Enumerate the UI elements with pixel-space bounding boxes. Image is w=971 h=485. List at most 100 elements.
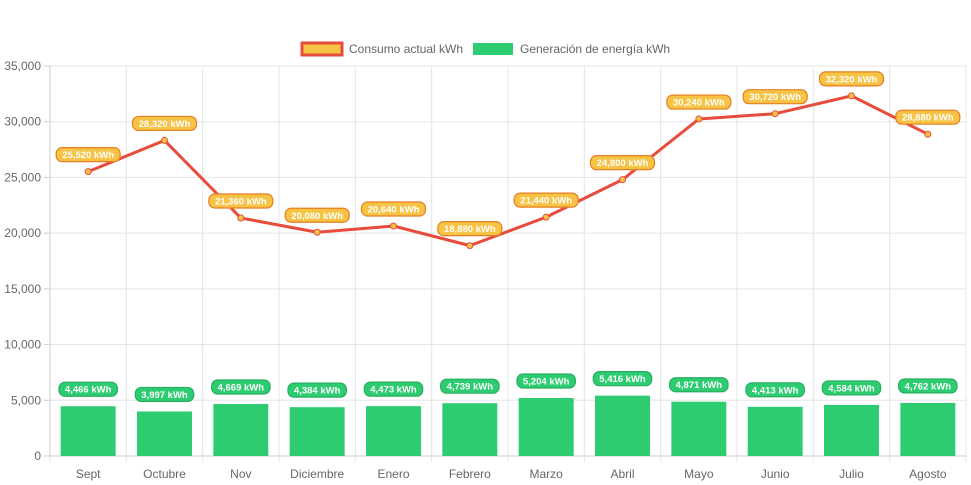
data-label-consumo-box: [284, 207, 350, 223]
bar-generacion: [366, 406, 421, 456]
bar-generacion: [60, 406, 116, 456]
bar-generacion: [671, 401, 727, 456]
data-label-consumo: 28,880 kWh: [902, 113, 954, 124]
x-tick-label: Mayo: [684, 467, 714, 481]
data-label-consumo-box: [666, 94, 732, 110]
data-label-consumo-box: [208, 193, 274, 209]
bar-generacion: [747, 406, 803, 456]
data-label-generacion: 4,871 kWh: [676, 380, 723, 391]
x-tick-label: Enero: [377, 467, 409, 481]
point-consumo: [161, 136, 168, 144]
y-tick-label: 15,000: [4, 282, 41, 296]
data-label-generacion-box: [58, 381, 118, 397]
data-label-generacion: 4,473 kWh: [370, 385, 417, 396]
bar-generacion: [289, 407, 345, 456]
y-tick-label: 20,000: [4, 226, 41, 240]
data-label-consumo-box: [360, 201, 427, 217]
bar-generacion: [518, 398, 574, 456]
data-label-consumo: 18,880 kWh: [444, 224, 496, 235]
data-label-consumo: 24,800 kWh: [597, 158, 649, 169]
y-tick-label: 0: [34, 449, 41, 463]
data-label-consumo-box: [513, 192, 579, 208]
legend: Consumo actual kWh Generación de energía…: [300, 41, 670, 57]
data-label-generacion-box: [516, 373, 576, 389]
legend-label-generacion: Generación de energía kWh: [520, 42, 670, 56]
y-tick-label: 25,000: [4, 170, 41, 184]
point-consumo: [390, 222, 397, 230]
data-label-generacion-box: [821, 380, 882, 396]
y-tick-label: 30,000: [4, 115, 41, 129]
x-tick-label: Nov: [230, 467, 251, 481]
data-label-consumo: 25,520 kWh: [62, 150, 114, 161]
x-tick-label: Febrero: [449, 467, 491, 481]
legend-item-generacion[interactable]: Generación de energía kWh: [473, 42, 670, 56]
point-consumo: [848, 92, 855, 100]
data-label-consumo-box: [131, 115, 198, 132]
point-consumo: [619, 176, 626, 184]
data-label-generacion: 4,762 kWh: [905, 381, 952, 392]
bars-generacion: [60, 395, 956, 456]
data-label-consumo: 20,640 kWh: [368, 205, 420, 216]
data-label-generacion: 4,384 kWh: [294, 386, 341, 397]
x-tick-label: Junio: [761, 467, 790, 481]
point-consumo: [695, 115, 703, 123]
data-label-generacion-box: [363, 381, 424, 397]
data-labels: 25,520 kWh 28,320 kWh 21,360 kWh 20,080 kWh…: [55, 71, 961, 403]
x-tick-label: Abril: [610, 467, 634, 481]
x-tick-label: Diciembre: [290, 467, 344, 481]
data-label-generacion-box: [440, 378, 500, 394]
data-label-generacion-box: [898, 378, 958, 394]
data-label-consumo-box: [437, 221, 503, 237]
data-label-generacion-box: [592, 371, 653, 387]
legend-swatch-consumo: [300, 41, 344, 57]
data-label-consumo-box: [895, 109, 961, 125]
data-label-generacion: 4,466 kWh: [65, 385, 112, 396]
data-label-consumo: 30,720 kWh: [749, 92, 801, 103]
data-label-generacion: 5,416 kWh: [599, 374, 646, 385]
data-label-generacion-box: [287, 382, 347, 398]
data-label-generacion: 5,204 kWh: [523, 377, 570, 388]
point-consumo: [84, 168, 92, 176]
x-tick-label: Agosto: [909, 467, 947, 481]
legend-swatch-generacion: [473, 43, 513, 55]
point-consumo: [924, 130, 932, 138]
data-label-generacion-box: [134, 386, 195, 403]
x-tick-label: Sept: [76, 467, 101, 481]
data-label-generacion-box: [669, 377, 729, 393]
data-label-consumo-box: [818, 71, 885, 87]
point-consumo: [771, 110, 779, 118]
bar-generacion: [442, 403, 498, 456]
bar-generacion: [213, 403, 269, 456]
data-label-generacion: 4,584 kWh: [828, 383, 875, 394]
data-label-generacion: 3,997 kWh: [141, 390, 188, 401]
point-consumo: [466, 242, 474, 250]
data-label-consumo: 28,320 kWh: [139, 119, 191, 130]
x-tick-label: Octubre: [143, 467, 186, 481]
bar-generacion: [595, 395, 650, 456]
bar-generacion: [824, 404, 879, 456]
x-tick-label: Julio: [839, 467, 864, 481]
data-label-generacion: 4,739 kWh: [447, 382, 494, 393]
point-consumo: [313, 228, 321, 236]
data-label-consumo-box: [742, 89, 808, 105]
y-tick-label: 5,000: [11, 393, 41, 407]
x-tick-label: Marzo: [529, 467, 563, 481]
data-label-generacion-box: [745, 382, 805, 398]
data-label-consumo-box: [55, 147, 121, 163]
point-consumo: [237, 214, 245, 222]
data-label-generacion-box: [211, 379, 271, 395]
y-tick-label: 10,000: [4, 338, 41, 352]
data-label-consumo: 20,080 kWh: [291, 211, 343, 222]
data-label-consumo: 21,360 kWh: [215, 196, 267, 207]
bar-generacion: [900, 402, 956, 456]
data-label-consumo: 32,320 kWh: [826, 74, 878, 85]
legend-item-consumo[interactable]: Consumo actual kWh: [300, 41, 463, 57]
data-label-consumo-box: [589, 155, 656, 171]
data-label-generacion: 4,669 kWh: [218, 382, 265, 393]
y-tick-label: 35,000: [4, 59, 41, 73]
point-consumo: [542, 213, 550, 221]
x-axis: Sept Octubre Nov Diciembre Enero Febrero Marzo…: [50, 455, 966, 481]
y-axis: 0 5,000 10,000 15,000 20,000 25,000 30,000 35,0…: [4, 59, 51, 463]
data-label-consumo: 21,440 kWh: [520, 196, 572, 207]
